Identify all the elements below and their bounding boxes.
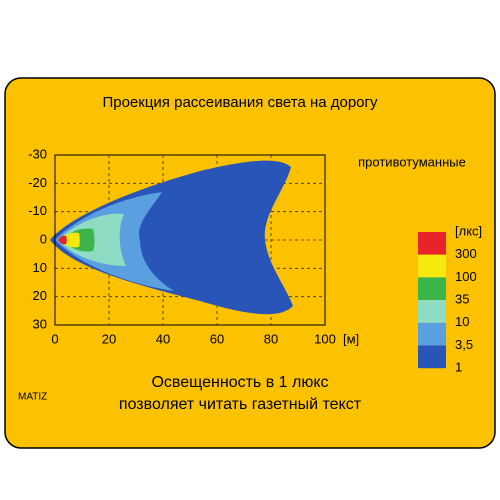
x-tick-label: 60 (210, 331, 224, 346)
caption: Освещенность в 1 люкс (151, 374, 328, 391)
scale-label: 3,5 (455, 337, 473, 352)
isolux-region (50, 160, 293, 315)
chart-title: Проекция рассеивания света на дорогу (102, 94, 378, 111)
scale-title: [лкс] (455, 223, 482, 238)
scale-swatch (418, 345, 446, 369)
x-tick-label: 20 (102, 331, 116, 346)
scale-swatch (418, 277, 446, 301)
caption: позволяет читать газетный текст (119, 396, 362, 413)
scale-label: 10 (455, 314, 469, 329)
y-tick-label: -10 (28, 203, 47, 218)
model: MATIZ (18, 392, 47, 403)
x-tick-label: 80 (264, 331, 278, 346)
y-tick-label: -30 (28, 146, 47, 161)
scale-swatch (418, 254, 446, 278)
y-tick-label: 30 (33, 316, 47, 331)
x-unit: [м] (343, 331, 359, 346)
y-tick-label: 0 (40, 231, 47, 246)
scale-swatch (418, 232, 446, 255)
x-tick-label: 0 (51, 331, 58, 346)
x-tick-label: 100 (314, 331, 336, 346)
scale-label: 100 (455, 269, 477, 284)
scale-label: 300 (455, 246, 477, 261)
y-tick-label: -20 (28, 175, 47, 190)
y-tick-label: 10 (33, 260, 47, 275)
scale-swatch (418, 322, 446, 346)
x-tick-label: 40 (156, 331, 170, 346)
scale-label: 1 (455, 360, 462, 375)
scale-label: 35 (455, 292, 469, 307)
y-tick-label: 20 (33, 288, 47, 303)
legend-title: противотуманные (358, 154, 466, 169)
plot-frame (54, 154, 326, 326)
isolux-region (58, 235, 67, 245)
scale-swatch (418, 300, 446, 323)
